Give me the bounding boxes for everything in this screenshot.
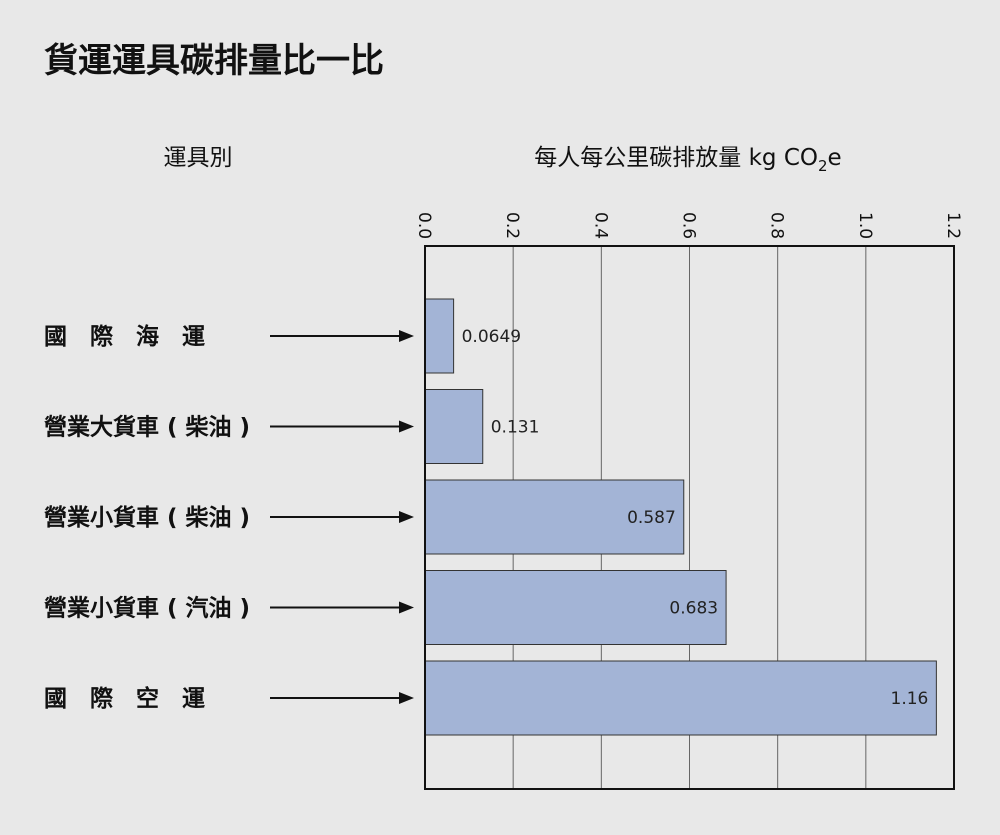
arrow-head-icon [399, 601, 414, 614]
category-label: 國 際 空 運 [44, 685, 205, 712]
tick-label: 0.0 [414, 212, 434, 239]
arrow-head-icon [399, 330, 414, 342]
tick-label: 1.0 [855, 212, 875, 239]
value-header-main: 每人每公里碳排放量 kg CO [534, 145, 818, 171]
plot-frame [424, 245, 955, 790]
tick-label: 0.6 [679, 212, 699, 239]
bars: 0.0649 0.131 0.587 0.683 1.16 [424, 298, 937, 736]
data-label: 1.16 [891, 689, 929, 709]
arrow-head-icon [399, 692, 414, 704]
bar [424, 389, 484, 464]
data-label: 0.131 [491, 418, 540, 438]
tick-label: 0.8 [767, 212, 787, 239]
data-label: 0.587 [627, 508, 676, 528]
category-label: 國 際 海 運 [44, 323, 205, 350]
category-header: 運具別 [164, 145, 233, 171]
bar [424, 298, 455, 374]
category-label: 營業大貨車 ( 柴油 ) [44, 414, 250, 441]
value-header-subscript: 2 [818, 157, 828, 175]
data-label: 0.683 [669, 599, 718, 619]
tick-labels: 0.0 0.2 0.4 0.6 0.8 1.0 1.2 [414, 212, 963, 239]
arrow-head-icon [399, 420, 414, 433]
bar [424, 660, 937, 736]
tick-label: 0.4 [590, 212, 610, 239]
data-label: 0.0649 [462, 327, 521, 347]
tick-label: 1.2 [943, 212, 963, 239]
value-header: 每人每公里碳排放量 kg CO2e [534, 145, 841, 175]
arrow-head-icon [399, 511, 414, 523]
tick-label: 0.2 [502, 212, 522, 239]
chart-title: 貨運運具碳排量比一比 [44, 41, 384, 81]
category-label: 營業小貨車 ( 汽油 ) [44, 595, 250, 622]
bar [424, 479, 685, 555]
value-header-suffix: e [828, 145, 842, 171]
category-label: 營業小貨車 ( 柴油 ) [44, 504, 250, 531]
